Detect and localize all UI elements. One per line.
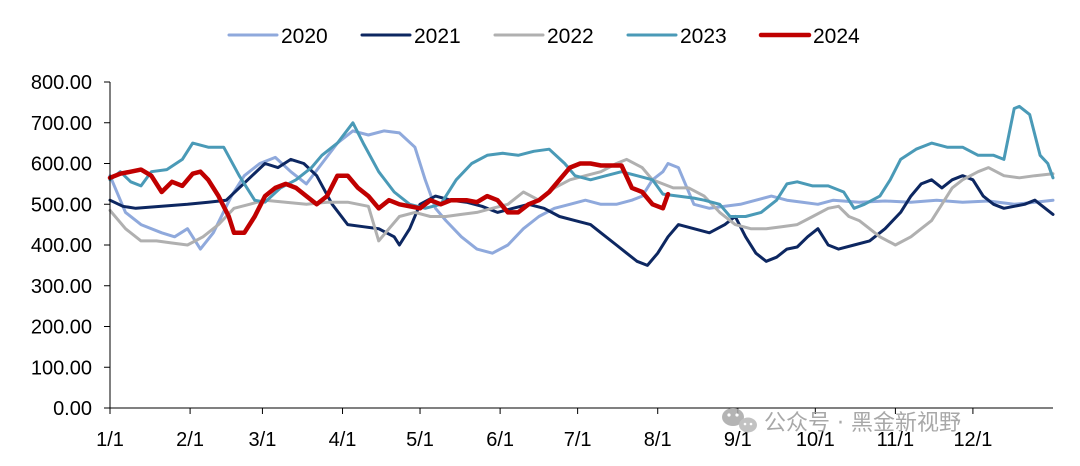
y-tick-label: 400.00 — [31, 235, 92, 257]
y-tick-label: 800.00 — [31, 72, 92, 94]
series-layer — [107, 104, 1055, 267]
x-tick-label: 10/1 — [796, 429, 835, 451]
x-tick-label: 6/1 — [486, 429, 514, 451]
wechat-icon — [722, 408, 757, 433]
x-tick-label: 9/1 — [724, 429, 752, 451]
y-tick-label: 200.00 — [31, 317, 92, 339]
legend-label-2020: 2020 — [281, 25, 328, 48]
x-tick-label: 8/1 — [644, 429, 672, 451]
y-tick-label: 100.00 — [31, 357, 92, 379]
series-line-2022 — [108, 157, 1055, 247]
y-tick-label: 500.00 — [31, 194, 92, 216]
x-tick-label: 4/1 — [329, 429, 357, 451]
watermark: 公众号 · 黑金新视野 — [722, 408, 961, 436]
watermark-text: 公众号 · 黑金新视野 — [764, 411, 961, 436]
x-tick-label: 3/1 — [249, 429, 277, 451]
legend-label-2021: 2021 — [414, 25, 461, 48]
x-tick-label: 11/1 — [877, 429, 914, 451]
x-tick-label: 2/1 — [176, 429, 204, 451]
series-line-2024 — [107, 161, 671, 236]
x-tick-label: 5/1 — [406, 429, 434, 451]
x-tick-label: 7/1 — [564, 429, 592, 451]
legend-label-2022: 2022 — [547, 25, 594, 48]
y-tick-label: 0.00 — [53, 398, 92, 420]
legend-label-2024: 2024 — [813, 25, 860, 48]
x-tick-label: 12/1 — [953, 429, 992, 451]
y-tick-label: 700.00 — [31, 113, 92, 135]
legend-label-2023: 2023 — [680, 25, 727, 48]
axes — [109, 82, 1053, 409]
y-tick-label: 600.00 — [31, 154, 92, 176]
x-tick-layer: 1/1 2/1 3/1 4/1 5/1 6/1 7/1 8/1 9/1 10/1 11/1 12/1 — [96, 408, 992, 451]
y-tick-label: 300.00 — [31, 276, 92, 298]
series-line-2021 — [108, 157, 1055, 267]
x-tick-label: 1/1 — [96, 429, 124, 451]
series-line-2020 — [108, 129, 1055, 255]
legend: 2020 2021 2022 2023 2024 — [227, 25, 860, 48]
y-tick-layer: 0.00 100.00 200.00 300.00 400.00 500.00 600.00… — [31, 72, 110, 420]
